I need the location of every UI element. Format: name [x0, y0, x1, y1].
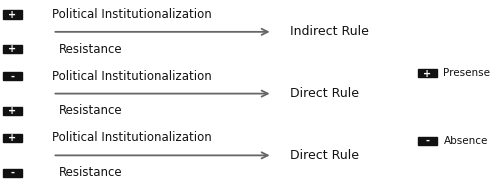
- FancyBboxPatch shape: [3, 134, 22, 142]
- Text: Resistance: Resistance: [59, 43, 122, 56]
- Text: Direct Rule: Direct Rule: [290, 149, 359, 162]
- Text: Political Institutionalization: Political Institutionalization: [52, 70, 212, 83]
- FancyBboxPatch shape: [3, 107, 22, 115]
- Text: Political Institutionalization: Political Institutionalization: [52, 131, 212, 145]
- Text: -: -: [426, 136, 430, 146]
- Text: +: +: [8, 44, 16, 54]
- Text: +: +: [8, 133, 16, 143]
- Text: Indirect Rule: Indirect Rule: [290, 25, 369, 38]
- Text: Absence: Absence: [444, 136, 488, 146]
- FancyBboxPatch shape: [3, 169, 22, 177]
- FancyBboxPatch shape: [3, 72, 22, 80]
- Text: Presense: Presense: [444, 68, 490, 78]
- Text: Resistance: Resistance: [59, 104, 122, 118]
- Text: -: -: [10, 168, 14, 178]
- Text: Political Institutionalization: Political Institutionalization: [52, 8, 212, 21]
- FancyBboxPatch shape: [418, 69, 437, 77]
- FancyBboxPatch shape: [3, 45, 22, 53]
- FancyBboxPatch shape: [3, 10, 22, 19]
- FancyBboxPatch shape: [418, 137, 437, 145]
- Text: Resistance: Resistance: [59, 166, 122, 179]
- Text: -: -: [10, 71, 14, 81]
- Text: +: +: [8, 10, 16, 20]
- Text: +: +: [424, 69, 432, 79]
- Text: +: +: [8, 106, 16, 116]
- Text: Direct Rule: Direct Rule: [290, 87, 359, 100]
